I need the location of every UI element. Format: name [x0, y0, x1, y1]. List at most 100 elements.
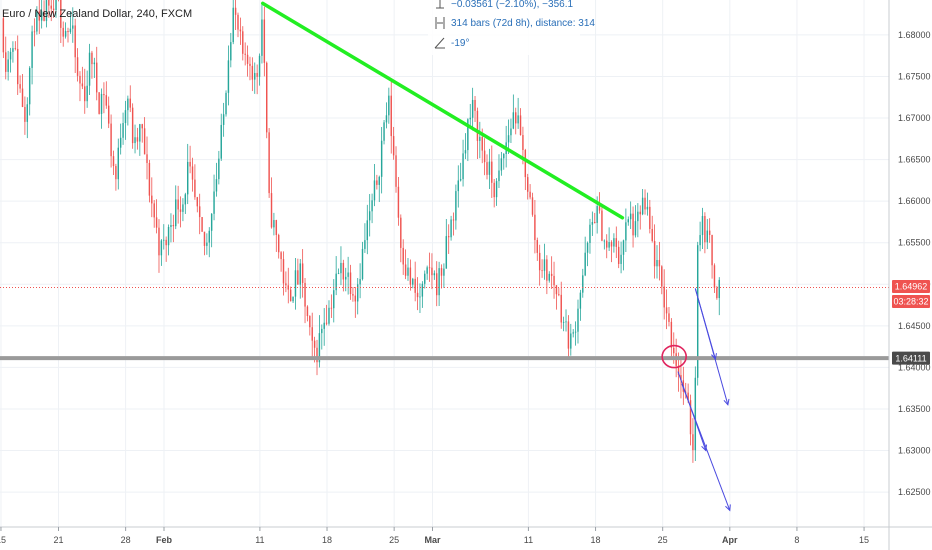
candle-body — [419, 296, 421, 298]
candle-body — [474, 99, 476, 111]
candle-body — [356, 284, 359, 302]
candle-body — [301, 263, 304, 283]
candle-body — [282, 259, 285, 284]
candle-body — [558, 294, 560, 296]
candle-body — [347, 272, 349, 277]
candle-body — [220, 124, 222, 159]
candle-body — [277, 234, 280, 253]
candle-body — [534, 214, 536, 241]
candle-body — [31, 31, 33, 68]
candle-body — [163, 239, 165, 241]
price-tick-label: 1.67500 — [898, 71, 931, 81]
candle-body — [366, 220, 369, 241]
time-tick-label: 18 — [322, 535, 332, 545]
candle-body — [203, 231, 206, 246]
candle-body — [268, 132, 270, 194]
candle-body — [86, 85, 88, 102]
candle-body — [424, 273, 426, 284]
candle-body — [550, 273, 553, 276]
candle-body — [285, 283, 287, 286]
candle-body — [359, 279, 361, 285]
candle-body — [107, 105, 110, 124]
candle-body — [364, 240, 366, 249]
trendline[interactable] — [261, 1, 625, 220]
candle-body — [440, 268, 443, 276]
candle-body — [194, 179, 196, 198]
candle-body — [462, 153, 464, 180]
measure-angle: -19° — [451, 38, 469, 49]
candle-body — [500, 158, 503, 171]
candle-body — [96, 62, 98, 93]
candle-body — [515, 112, 517, 124]
candle-body — [242, 31, 244, 54]
candle-body — [9, 51, 12, 60]
candle-body — [208, 230, 210, 243]
price-tick-label: 1.64500 — [898, 321, 931, 331]
time-tick-label: 28 — [121, 535, 131, 545]
candle-body — [706, 230, 709, 243]
candle-body — [376, 180, 378, 185]
candle-body — [594, 221, 596, 223]
candle-body — [124, 110, 127, 124]
candle-body — [591, 221, 594, 225]
candle-body — [280, 252, 282, 260]
candle-body — [131, 107, 134, 144]
candle-body — [14, 48, 17, 49]
candle-body — [371, 200, 373, 212]
candle-body — [189, 161, 191, 167]
candle-body — [574, 331, 577, 333]
candle-body — [388, 95, 390, 116]
candle-body — [414, 278, 416, 293]
candle-body — [395, 155, 397, 187]
highlight-circle[interactable] — [661, 344, 687, 369]
time-tick-label: 25 — [389, 535, 399, 545]
candle-body — [510, 128, 512, 136]
candle-body — [313, 340, 316, 348]
candle-body — [392, 136, 395, 156]
candle-body — [476, 110, 479, 141]
candle-body — [694, 377, 697, 451]
candle-body — [373, 180, 376, 201]
candle-body — [297, 270, 299, 285]
candle-body — [646, 206, 649, 210]
candle-body — [464, 150, 467, 154]
candle-body — [447, 236, 450, 238]
candle-body — [323, 322, 325, 329]
candle-body — [177, 199, 179, 210]
price-tick-label: 1.66500 — [898, 155, 931, 165]
candle-body — [680, 375, 682, 381]
candle-body — [244, 53, 246, 55]
candle-body — [246, 54, 249, 64]
candle-body — [69, 28, 72, 33]
candle-body — [701, 215, 704, 236]
candle-body — [48, 0, 50, 6]
measure-price-change: −0.03561 (−2.10%), −356.1 — [451, 0, 573, 10]
candle-body — [340, 262, 342, 274]
candle-body — [2, 18, 5, 53]
candle-body — [318, 333, 321, 363]
candle-body — [428, 267, 431, 269]
candle-body — [663, 286, 665, 308]
candle-body — [627, 219, 629, 223]
candle-body — [572, 332, 574, 334]
candle-body — [711, 234, 713, 266]
candle-body — [495, 181, 498, 198]
candle-body — [354, 295, 357, 302]
candle-body — [526, 177, 529, 192]
price-badges: 1.64962 03:28:32 1.64111 — [892, 279, 930, 365]
candle-body — [529, 191, 531, 198]
bars-range-icon — [435, 17, 445, 29]
candle-body — [452, 219, 455, 221]
measure-bars-distance: 314 bars (72d 8h), distance: 314 — [451, 18, 595, 29]
candle-body — [201, 217, 203, 232]
projection-arrow[interactable] — [694, 288, 730, 406]
candle-body — [119, 137, 122, 148]
projection-arrow[interactable] — [681, 383, 731, 512]
time-axis[interactable]: 15 21 28 Feb 11 18 25 Mar 11 18 25 Apr 8 15 — [0, 527, 869, 545]
candle-body — [622, 240, 625, 255]
candle-body — [136, 137, 139, 142]
candle-body — [426, 267, 428, 274]
candle-body — [258, 55, 261, 77]
price-tick-label: 1.66000 — [898, 196, 931, 206]
